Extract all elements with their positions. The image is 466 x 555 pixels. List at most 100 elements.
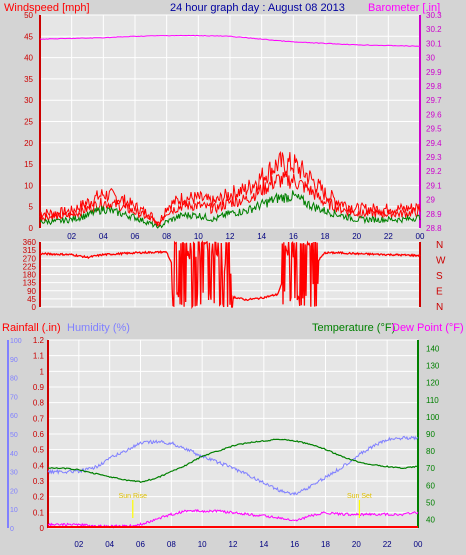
direction-tick-label: 270	[23, 254, 37, 263]
temperature-tick-label: 110	[426, 396, 439, 405]
compass-label: W	[436, 256, 446, 267]
barometer-tick-label: 28.8	[426, 224, 442, 233]
barometer-tick-label: 29.3	[426, 153, 442, 162]
climate-x-tick-label: 00	[414, 540, 423, 549]
temperature-tick-label: 70	[426, 464, 435, 473]
temperature-tick-labels: 40 50 60 70 80 90 100 110 120 130 140	[426, 345, 440, 525]
rainfall-tick-label: 0	[40, 524, 45, 533]
windspeed-tick-label: 15	[24, 160, 33, 169]
compass-label: E	[436, 287, 443, 298]
barometer-tick-label: 29.7	[426, 96, 442, 105]
direction-tick-label: 360	[23, 238, 37, 247]
wind-x-tick-label: 18	[321, 232, 330, 241]
temperature-tick-label: 90	[426, 430, 435, 439]
barometer-line	[39, 34, 421, 47]
wind-x-tick-label: 00	[416, 232, 425, 241]
barometer-tick-label: 29.6	[426, 110, 442, 119]
sunset-label: Sun Set	[347, 493, 372, 500]
climate-x-tick-label: 02	[74, 540, 83, 549]
barometer-label: Barometer [.in]	[368, 2, 440, 14]
climate-x-tick-label: 18	[321, 540, 330, 549]
wind-x-tick-label: 20	[352, 232, 361, 241]
windspeed-tick-labels: 0 5 10 15 20 25 30 35 40 45 50	[24, 11, 33, 233]
humidity-tick-label: 60	[10, 413, 18, 420]
windspeed-tick-label: 25	[24, 118, 33, 127]
temperature-tick-label: 130	[426, 362, 440, 371]
barometer-tick-label: 28.9	[426, 210, 442, 219]
windspeed-tick-label: 10	[24, 181, 33, 190]
rainfall-tick-label: 0.7	[33, 414, 45, 423]
direction-tick-label: 225	[23, 262, 37, 271]
barometer-tick-label: 29	[426, 196, 435, 205]
rainfall-tick-label: 1.2	[33, 336, 45, 345]
sun-markers: Sun Rise Sun Set	[119, 493, 372, 518]
humidity-tick-label: 90	[10, 357, 18, 364]
windspeed-tick-label: 20	[24, 139, 33, 148]
climate-x-tick-label: 20	[352, 540, 361, 549]
rainfall-tick-label: 0.5	[33, 446, 45, 455]
humidity-tick-label: 40	[10, 451, 18, 458]
avg-wind-line	[39, 190, 421, 229]
chart-title: 24 hour graph day : August 08 2013	[170, 2, 345, 14]
climate-x-tick-label: 12	[229, 540, 238, 549]
rainfall-tick-label: 0.1	[33, 508, 45, 517]
barometer-tick-labels: 28.8 28.9 29 29.1 29.2 29.3 29.4 29.5 29.6 29.7 29…	[426, 11, 442, 233]
temperature-tick-label: 120	[426, 379, 440, 388]
rainfall-tick-label: 0.8	[33, 399, 45, 408]
temperature-tick-label: 40	[426, 515, 435, 524]
windspeed-label: Windspeed [mph]	[4, 2, 90, 14]
barometer-tick-label: 29.1	[426, 181, 442, 190]
barometer-tick-label: 29.5	[426, 125, 442, 134]
rainfall-tick-label: 1	[40, 367, 45, 376]
windspeed-tick-label: 50	[24, 11, 33, 20]
climate-x-tick-label: 14	[259, 540, 268, 549]
wind-x-tick-label: 06	[131, 232, 140, 241]
climate-x-tick-label: 06	[136, 540, 145, 549]
humidity-tick-label: 30	[10, 470, 18, 477]
temperature-tick-label: 80	[426, 447, 435, 456]
windspeed-tick-label: 45	[24, 32, 33, 41]
temperature-label: Temperature (°F)	[312, 322, 395, 334]
windspeed-tick-label: 40	[24, 54, 33, 63]
humidity-line	[47, 435, 419, 496]
wind-x-tick-label: 10	[194, 232, 203, 241]
compass-label: N	[436, 302, 443, 313]
climate-x-tick-label: 08	[167, 540, 176, 549]
barometer-tick-label: 29.2	[426, 167, 442, 176]
windspeed-tick-label: 30	[24, 96, 33, 105]
sunrise-label: Sun Rise	[119, 493, 148, 500]
temperature-tick-label: 140	[426, 345, 440, 354]
humidity-tick-label: 10	[10, 507, 18, 514]
wind-x-tick-label: 22	[384, 232, 393, 241]
direction-tick-label: 180	[23, 271, 37, 280]
rainfall-tick-label: 0.4	[33, 461, 45, 470]
humidity-tick-label: 80	[10, 376, 18, 383]
barometer-tick-label: 29.9	[426, 68, 442, 77]
humidity-tick-label: 100	[10, 338, 22, 345]
direction-series	[39, 240, 421, 310]
climate-x-tick-label: 04	[105, 540, 114, 549]
direction-tick-label: 0	[32, 303, 37, 312]
compass-label: N	[436, 240, 443, 251]
rainfall-label: Rainfall (.in)	[2, 322, 61, 334]
barometer-tick-label: 29.8	[426, 82, 442, 91]
wind-x-tick-label: 14	[257, 232, 266, 241]
compass-label: S	[436, 271, 443, 282]
barometer-tick-label: 30.1	[426, 39, 442, 48]
windspeed-tick-label: 5	[29, 203, 34, 212]
wind-x-tick-labels: 02 04 06 08 10 12 14 16 18 20 22 00	[67, 232, 425, 241]
climate-series	[47, 435, 419, 529]
direction-tick-label: 45	[27, 295, 36, 304]
wind-x-tick-label: 12	[226, 232, 235, 241]
wind-x-tick-label: 16	[289, 232, 298, 241]
rainfall-tick-label: 0.3	[33, 477, 45, 486]
rainfall-tick-label: 0.2	[33, 493, 45, 502]
windspeed-tick-label: 35	[24, 75, 33, 84]
temperature-tick-label: 50	[426, 498, 435, 507]
rainfall-tick-label: 0.9	[33, 383, 45, 392]
direction-tick-label: 315	[23, 246, 37, 255]
